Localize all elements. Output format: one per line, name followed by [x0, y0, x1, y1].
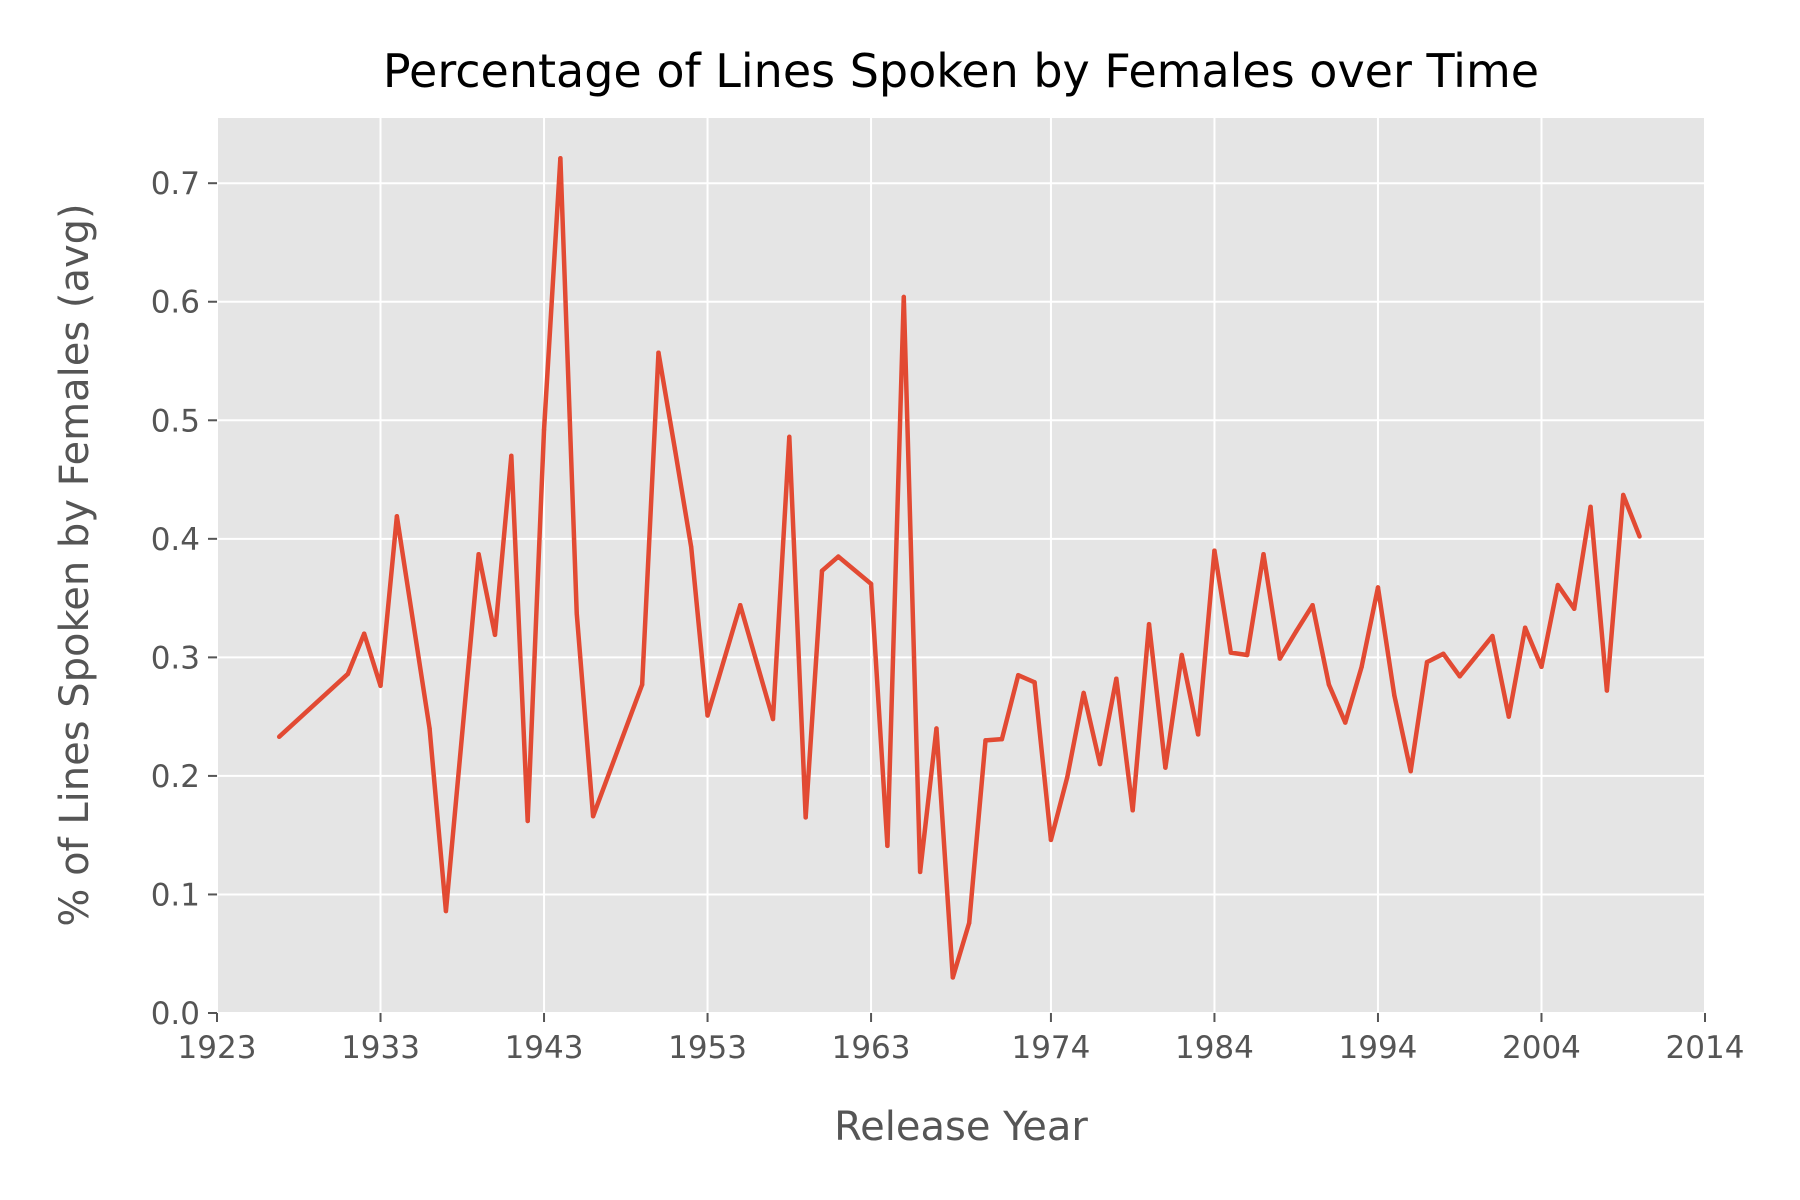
x-tick-label: 1974: [1011, 1030, 1090, 1066]
y-tick-label: 0.6: [151, 285, 200, 321]
x-tick-label: 1953: [668, 1030, 747, 1066]
data-point: [656, 350, 661, 355]
data-point: [276, 734, 282, 739]
data-point: [427, 726, 432, 731]
data-point: [1522, 625, 1528, 630]
data-point: [1506, 714, 1511, 719]
data-point: [1130, 808, 1135, 813]
x-tick-label: 1943: [505, 1030, 584, 1066]
data-point: [885, 843, 890, 849]
data-point: [1424, 659, 1430, 665]
data-point: [983, 738, 988, 743]
data-point: [558, 156, 563, 161]
x-tick-label: 1923: [178, 1030, 257, 1066]
y-axis-label: % of Lines Spoken by Females (avg): [52, 203, 98, 926]
data-point: [1228, 650, 1234, 655]
y-tick-label: 0.4: [151, 522, 200, 558]
grid-lines: [216, 118, 1706, 1014]
data-point: [1146, 621, 1152, 627]
data-point: [525, 818, 530, 824]
data-point: [819, 568, 825, 574]
data-point: [1408, 768, 1413, 774]
data-point: [1359, 664, 1364, 670]
y-tick-label: 0.3: [151, 640, 200, 676]
data-point: [1016, 672, 1021, 678]
plot-area: [217, 118, 1705, 1013]
data-point: [1065, 774, 1070, 780]
data-point: [492, 632, 498, 638]
data-point: [999, 736, 1005, 742]
data-point: [1179, 652, 1184, 658]
data-point: [1294, 629, 1299, 634]
data-point: [574, 611, 579, 616]
y-tick-label: 0.2: [151, 759, 200, 795]
data-point: [868, 581, 874, 587]
data-point: [1392, 693, 1397, 698]
data-point: [901, 294, 906, 300]
data-point: [476, 552, 481, 557]
data-point: [1195, 732, 1201, 737]
data-point: [738, 603, 743, 608]
x-tick-label: 1984: [1175, 1030, 1254, 1066]
data-point: [509, 453, 514, 459]
x-tick-label: 2014: [1666, 1030, 1745, 1066]
y-tick-label: 0.0: [151, 996, 200, 1032]
x-tick-label: 1963: [832, 1030, 911, 1066]
data-point: [639, 682, 645, 687]
data-point: [1244, 652, 1250, 658]
x-axis-label: Release Year: [834, 1104, 1088, 1150]
chart-title: Percentage of Lines Spoken by Females ov…: [383, 44, 1539, 98]
data-point: [590, 814, 596, 819]
data-point: [689, 544, 694, 550]
data-point: [1441, 651, 1446, 657]
data-point: [1375, 585, 1381, 590]
data-point: [1343, 720, 1348, 725]
data-point: [1212, 548, 1217, 553]
data-point: [345, 671, 351, 677]
y-tick-label: 0.1: [151, 877, 200, 913]
y-tick-label: 0.5: [151, 403, 200, 439]
data-point: [1114, 676, 1119, 681]
data-point: [1555, 582, 1561, 588]
data-point: [1081, 690, 1086, 696]
data-point: [672, 446, 678, 451]
data-points: [276, 156, 1642, 980]
data-point: [443, 908, 449, 914]
data-point: [1621, 492, 1626, 498]
data-point: [1326, 682, 1332, 687]
data-point: [361, 631, 367, 636]
data-point: [1571, 606, 1577, 611]
x-tick-label: 1933: [341, 1030, 420, 1066]
data-point: [1637, 534, 1642, 539]
data-point: [1032, 680, 1037, 685]
data-point: [950, 975, 956, 980]
data-point: [1539, 664, 1544, 670]
data-point: [1048, 837, 1054, 843]
data-point: [917, 869, 923, 875]
data-point: [394, 514, 400, 519]
data-point: [541, 427, 547, 432]
data-point: [787, 434, 792, 440]
x-tick-label: 2004: [1502, 1030, 1581, 1066]
data-point: [1604, 688, 1610, 693]
data-point: [1490, 633, 1495, 639]
y-tick-label: 0.7: [151, 166, 200, 202]
data-point: [770, 716, 776, 722]
data-point: [1457, 674, 1462, 679]
data-point: [934, 726, 939, 731]
data-point: [836, 554, 841, 559]
data-point: [1588, 504, 1593, 510]
data-point: [803, 815, 808, 820]
axis-ticks: 1923 1933 1943 1953 1963 1974 1984 1994 2004 2014…: [151, 166, 1745, 1066]
data-point: [378, 683, 383, 689]
data-point: [1261, 552, 1266, 557]
data-point: [1310, 603, 1315, 608]
data-point: [1097, 761, 1103, 767]
x-tick-label: 1994: [1339, 1030, 1418, 1066]
data-point: [1163, 765, 1168, 770]
data-point: [1277, 656, 1283, 661]
data-point: [705, 713, 710, 718]
data-point: [966, 920, 972, 926]
